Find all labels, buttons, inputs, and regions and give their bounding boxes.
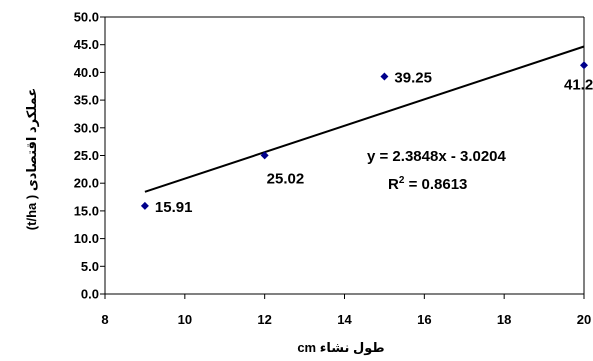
data-point-label: 25.02 [267,170,305,187]
x-tick-label: 14 [337,312,352,327]
r-squared-r: R [388,176,399,193]
y-tick-label: 20.0 [74,176,99,191]
x-tick-label: 20 [577,312,591,327]
x-axis-ticks: 8 10 12 14 16 18 20 [101,294,591,327]
y-tick-label: 0.0 [81,287,99,302]
data-point-label: 39.25 [394,70,432,87]
data-point-marker [580,61,588,70]
data-point-label: 41.29 [564,76,593,93]
y-tick-label: 15.0 [74,203,99,218]
data-point-marker [260,151,269,160]
x-axis-title: طول نشاء cm [297,340,384,355]
y-tick-label: 45.0 [74,37,99,52]
y-tick-label: 30.0 [74,120,99,135]
r-squared-exponent: 2 [399,175,405,186]
y-tick-label: 40.0 [74,65,99,80]
r-squared-label: R2 = 0.8613 [388,175,467,193]
y-tick-label: 50.0 [74,10,99,25]
y-tick-label: 25.0 [74,148,99,163]
y-axis-title: عملکرد اقتصادی ( t/ha) [24,88,39,230]
r-squared-value: = 0.8613 [404,176,467,193]
y-tick-label: 35.0 [74,93,99,108]
x-tick-label: 10 [178,312,192,327]
trendline-equation: y = 2.3848x - 3.0204 [367,148,507,165]
y-tick-label: 5.0 [81,259,99,274]
y-tick-label: 10.0 [74,231,99,246]
x-tick-label: 8 [101,312,108,327]
y-axis-ticks: 0.0 5.0 10.0 15.0 20.0 25.0 30.0 35.0 40.0 45.0 50… [74,10,105,302]
x-tick-label: 18 [497,312,511,327]
data-point-marker [140,201,149,210]
data-point-label: 15.91 [155,199,193,216]
trendline [144,45,585,193]
data-labels: 15.91 25.02 39.25 41.29 [155,70,593,216]
data-points [140,61,588,210]
x-tick-label: 12 [257,312,271,327]
x-tick-label: 16 [417,312,431,327]
data-point-marker [380,72,389,81]
